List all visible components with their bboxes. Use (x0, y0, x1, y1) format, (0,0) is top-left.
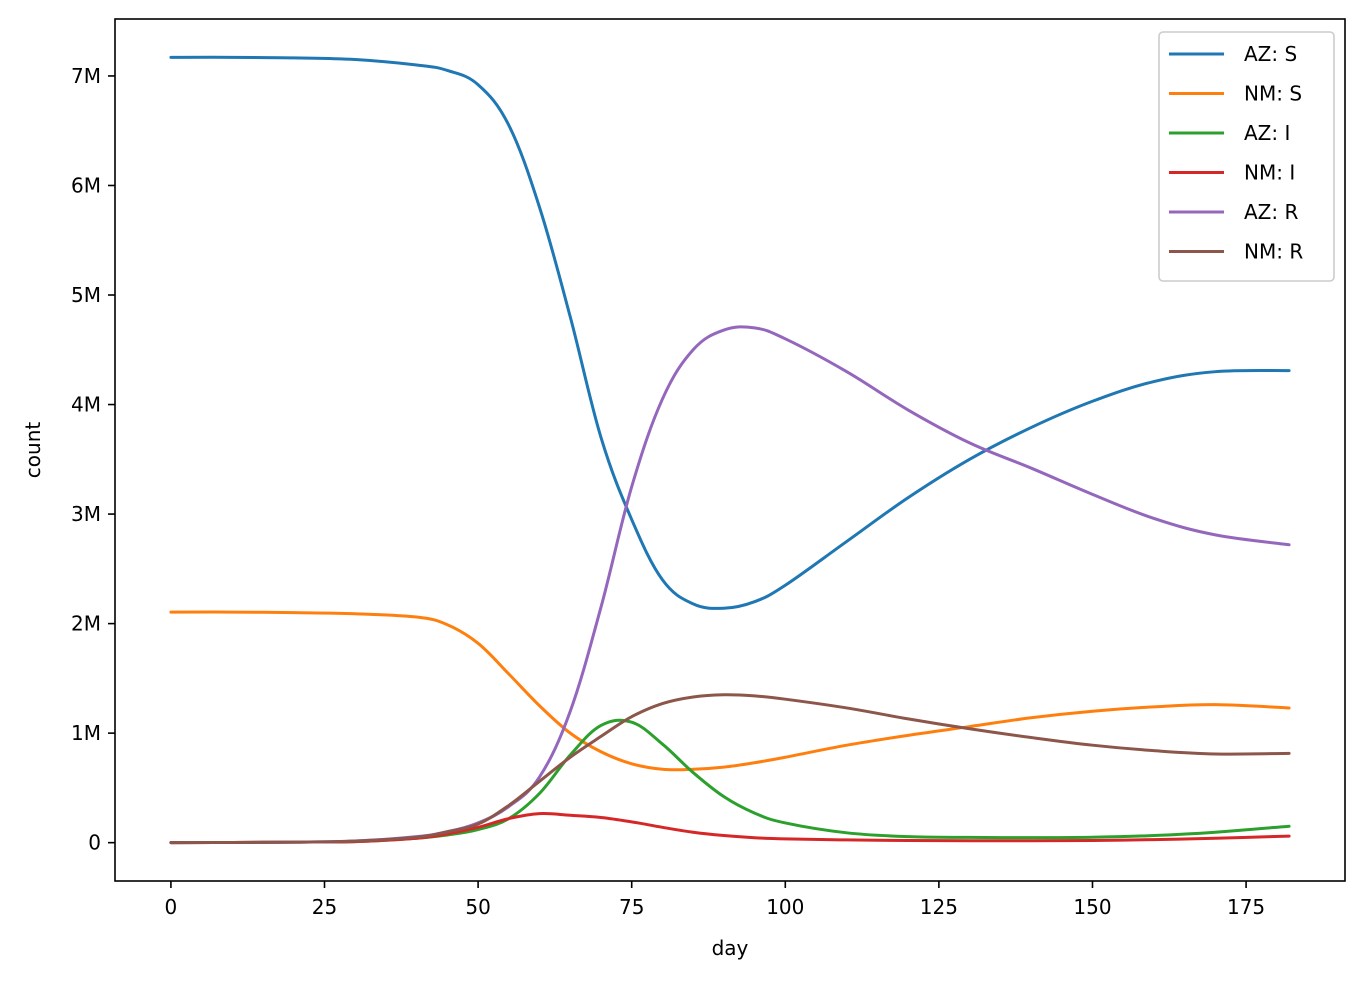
x-tick-label: 150 (1073, 895, 1111, 919)
series-line-az-s (169, 55, 1291, 610)
y-tick-label: 0 (88, 831, 101, 855)
y-tick-label: 2M (71, 612, 101, 636)
x-tick-label: 175 (1227, 895, 1265, 919)
series-line-nm-s (169, 610, 1291, 772)
x-axis-label: day (712, 936, 749, 960)
series-line-nm-r (169, 693, 1291, 845)
x-tick-label: 0 (165, 895, 178, 919)
legend-label-nm-i: NM: I (1244, 161, 1295, 185)
x-tick-label: 75 (619, 895, 644, 919)
legend-label-az-s: AZ: S (1244, 42, 1297, 66)
x-tick-label: 100 (766, 895, 804, 919)
legend: AZ: S NM: S AZ: I NM: I AZ: R NM: R (1158, 31, 1335, 282)
y-tick-label: 7M (71, 64, 101, 88)
x-tick-label: 50 (465, 895, 490, 919)
legend-label-nm-s: NM: S (1244, 82, 1302, 106)
legend-label-az-i: AZ: I (1244, 121, 1290, 145)
y-tick-label: 3M (71, 502, 101, 526)
y-tick-label: 6M (71, 173, 101, 197)
y-axis-label: count (21, 422, 45, 479)
series-layer (169, 55, 1291, 845)
plot-frame (114, 18, 1346, 882)
x-axis-ticks: 0 25 50 75 100 125 150 175 (165, 881, 1265, 919)
legend-label-nm-r: NM: R (1244, 240, 1303, 264)
y-tick-label: 4M (71, 393, 101, 417)
y-tick-label: 1M (71, 721, 101, 745)
y-axis-ticks: 0 1M 2M 3M 4M 5M 6M 7M (71, 64, 115, 855)
y-tick-label: 5M (71, 283, 101, 307)
legend-label-az-r: AZ: R (1244, 200, 1298, 224)
x-tick-label: 25 (312, 895, 337, 919)
x-tick-label: 125 (920, 895, 958, 919)
